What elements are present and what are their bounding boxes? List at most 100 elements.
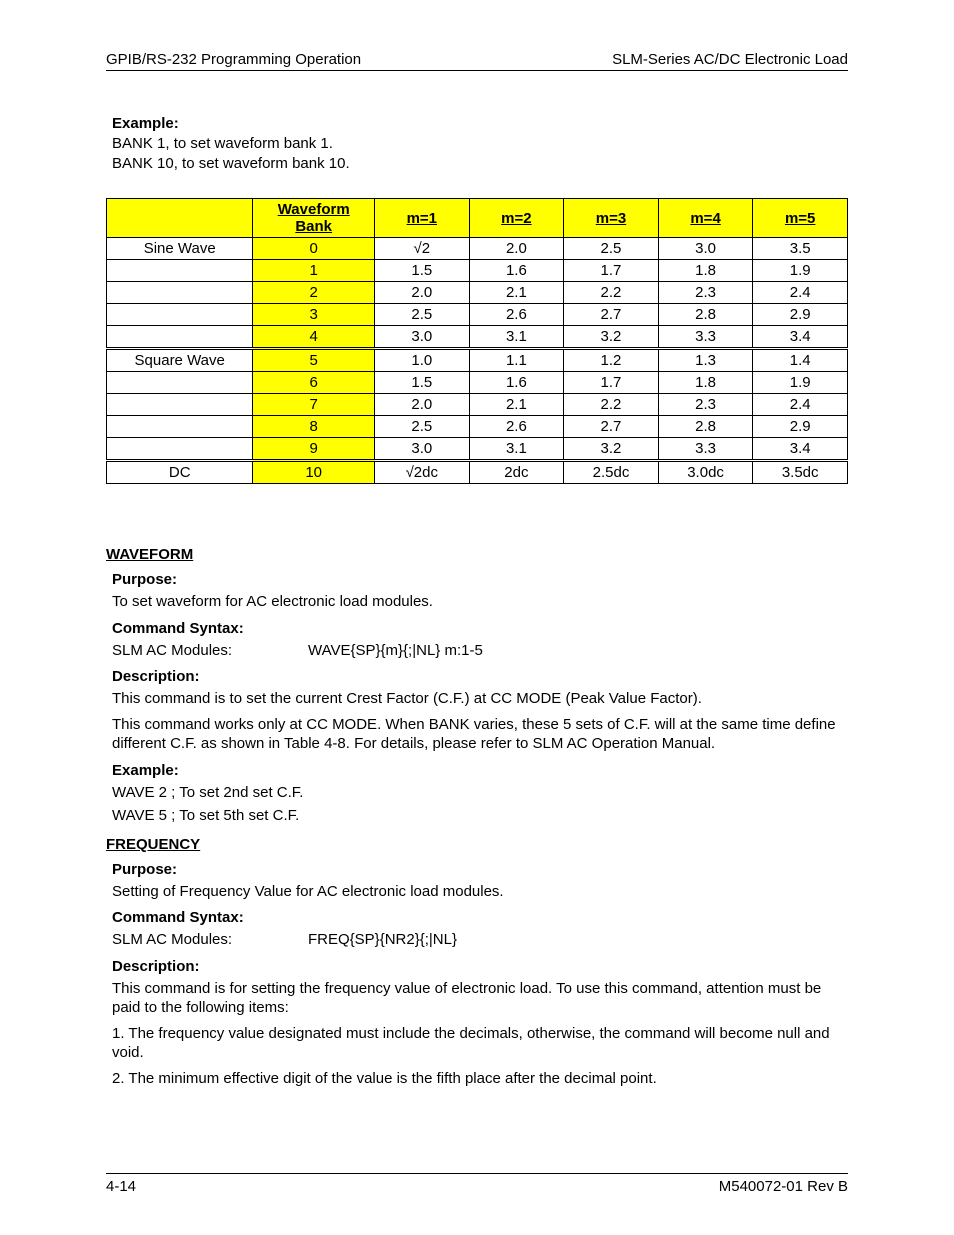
waveform-purpose: To set waveform for AC electronic load m… [112, 592, 848, 612]
waveform-section: Purpose: To set waveform for AC electron… [112, 571, 848, 826]
th-m5: m=5 [753, 199, 848, 238]
cell-bank: 8 [253, 416, 375, 438]
footer-right: M540072-01 Rev B [719, 1178, 848, 1195]
cell-bank: 2 [253, 282, 375, 304]
frequency-item-2: 2. The minimum effective digit of the va… [112, 1069, 848, 1089]
cell-bank: 0 [253, 238, 375, 260]
cell-m4: 1.8 [658, 372, 753, 394]
table-row: 82.52.62.72.82.9 [107, 416, 848, 438]
frequency-purpose-label: Purpose: [112, 861, 848, 878]
waveform-desc-2: This command works only at CC MODE. When… [112, 715, 848, 754]
cell-m5: 2.9 [753, 304, 848, 326]
waveform-table-wrap: Waveform Bank m=1 m=2 m=3 m=4 m=5 Sine W… [106, 198, 848, 484]
th-m4: m=4 [658, 199, 753, 238]
cell-m2: 2.0 [469, 238, 564, 260]
waveform-example-2: WAVE 5 ; To set 5th set C.F. [112, 806, 848, 826]
cell-m1: 2.5 [375, 304, 470, 326]
page-footer: 4-14 M540072-01 Rev B [106, 1173, 848, 1195]
table-row: 32.52.62.72.82.9 [107, 304, 848, 326]
cell-name [107, 282, 253, 304]
cell-m2: 1.6 [469, 372, 564, 394]
header-left: GPIB/RS-232 Programming Operation [106, 51, 361, 68]
cell-m3: 2.7 [564, 304, 659, 326]
cell-m4: 3.0 [658, 238, 753, 260]
cell-bank: 9 [253, 438, 375, 461]
waveform-table: Waveform Bank m=1 m=2 m=3 m=4 m=5 Sine W… [106, 198, 848, 484]
waveform-syntax-label: Command Syntax: [112, 620, 848, 637]
th-m2: m=2 [469, 199, 564, 238]
cell-name [107, 438, 253, 461]
waveform-section-title: WAVEFORM [106, 546, 848, 563]
th-m3: m=3 [564, 199, 659, 238]
table-row: 11.51.61.71.81.9 [107, 260, 848, 282]
cell-m5: 1.9 [753, 260, 848, 282]
cell-m3: 1.7 [564, 372, 659, 394]
cell-name [107, 416, 253, 438]
cell-m5: 3.4 [753, 438, 848, 461]
table-row: 93.03.13.23.33.4 [107, 438, 848, 461]
waveform-syntax-rhs: WAVE{SP}{m}{;|NL} m:1-5 [308, 641, 483, 661]
table-row: Sine Wave0√22.02.53.03.5 [107, 238, 848, 260]
cell-bank: 3 [253, 304, 375, 326]
frequency-syntax: SLM AC Modules: FREQ{SP}{NR2}{;|NL} [112, 930, 848, 950]
cell-name: DC [107, 461, 253, 484]
cell-m2: 1.6 [469, 260, 564, 282]
cell-name [107, 326, 253, 349]
cell-m2: 2.6 [469, 304, 564, 326]
waveform-purpose-label: Purpose: [112, 571, 848, 588]
cell-m3: 2.2 [564, 282, 659, 304]
example-line-1: BANK 1, to set waveform bank 1. [112, 135, 848, 152]
frequency-desc-label: Description: [112, 958, 848, 975]
table-row: 61.51.61.71.81.9 [107, 372, 848, 394]
waveform-desc-label: Description: [112, 668, 848, 685]
frequency-desc-1: This command is for setting the frequenc… [112, 979, 848, 1018]
frequency-section: Purpose: Setting of Frequency Value for … [112, 861, 848, 1089]
cell-m2: 3.1 [469, 438, 564, 461]
cell-m3: 2.5dc [564, 461, 659, 484]
footer-left: 4-14 [106, 1178, 136, 1195]
cell-m5: 3.5 [753, 238, 848, 260]
cell-bank: 6 [253, 372, 375, 394]
cell-name: Sine Wave [107, 238, 253, 260]
page: GPIB/RS-232 Programming Operation SLM-Se… [0, 0, 954, 1235]
cell-m3: 1.7 [564, 260, 659, 282]
cell-m2: 2.1 [469, 282, 564, 304]
cell-m5: 2.4 [753, 394, 848, 416]
cell-bank: 5 [253, 349, 375, 372]
cell-bank: 1 [253, 260, 375, 282]
frequency-item-1: 1. The frequency value designated must i… [112, 1024, 848, 1063]
waveform-syntax-lhs: SLM AC Modules: [112, 641, 308, 661]
cell-m5: 2.4 [753, 282, 848, 304]
top-example-block: Example: BANK 1, to set waveform bank 1.… [112, 115, 848, 172]
cell-m5: 1.9 [753, 372, 848, 394]
cell-m4: 1.8 [658, 260, 753, 282]
cell-m3: 1.2 [564, 349, 659, 372]
cell-m4: 1.3 [658, 349, 753, 372]
cell-m2: 2.6 [469, 416, 564, 438]
table-row: DC10√2dc2dc2.5dc3.0dc3.5dc [107, 461, 848, 484]
header-right: SLM-Series AC/DC Electronic Load [612, 51, 848, 68]
page-header: GPIB/RS-232 Programming Operation SLM-Se… [106, 51, 848, 71]
cell-name: Square Wave [107, 349, 253, 372]
cell-m5: 1.4 [753, 349, 848, 372]
th-name [107, 199, 253, 238]
frequency-section-title: FREQUENCY [106, 836, 848, 853]
cell-name [107, 304, 253, 326]
cell-m2: 3.1 [469, 326, 564, 349]
cell-m5: 3.4 [753, 326, 848, 349]
cell-m4: 2.3 [658, 282, 753, 304]
cell-bank: 4 [253, 326, 375, 349]
cell-m5: 2.9 [753, 416, 848, 438]
cell-m1: 1.5 [375, 260, 470, 282]
cell-m2: 2dc [469, 461, 564, 484]
cell-m1: √2dc [375, 461, 470, 484]
cell-m4: 3.3 [658, 438, 753, 461]
cell-m1: √2 [375, 238, 470, 260]
waveform-example-label: Example: [112, 762, 848, 779]
cell-m1: 1.5 [375, 372, 470, 394]
cell-m1: 2.0 [375, 282, 470, 304]
cell-bank: 7 [253, 394, 375, 416]
cell-m4: 3.3 [658, 326, 753, 349]
cell-m4: 3.0dc [658, 461, 753, 484]
cell-m1: 3.0 [375, 438, 470, 461]
